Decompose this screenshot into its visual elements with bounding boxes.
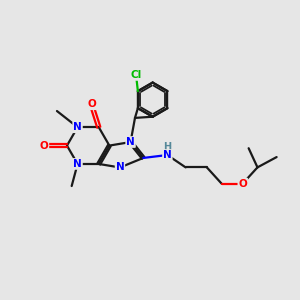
Text: O: O — [40, 141, 48, 151]
Text: N: N — [163, 150, 172, 160]
Text: O: O — [87, 99, 96, 109]
Text: H: H — [163, 142, 171, 152]
Text: N: N — [126, 137, 135, 147]
Text: N: N — [116, 163, 124, 172]
Text: N: N — [73, 159, 82, 169]
Text: N: N — [73, 122, 82, 132]
Text: Cl: Cl — [131, 70, 142, 80]
Text: O: O — [238, 178, 247, 189]
